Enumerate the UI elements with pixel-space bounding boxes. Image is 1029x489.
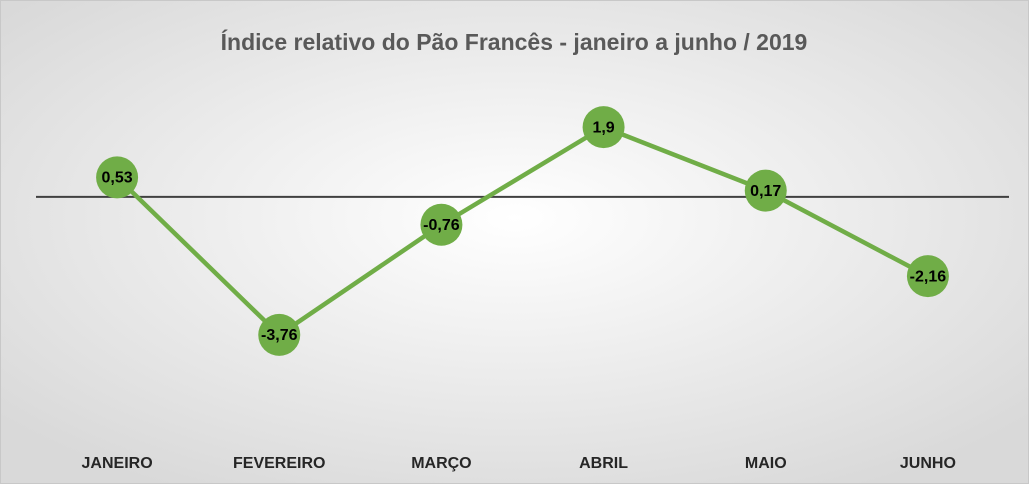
data-point	[420, 203, 463, 246]
chart-title: Índice relativo do Pão Francês - janeiro…	[221, 28, 808, 55]
x-tick-label: ABRIL	[579, 455, 628, 472]
data-point	[258, 313, 301, 356]
x-tick-label: MAIO	[745, 455, 787, 472]
x-tick-label: FEVEREIRO	[233, 455, 325, 472]
series-line	[115, 124, 929, 338]
data-label: 0,53	[102, 170, 133, 187]
x-tick-label: JUNHO	[900, 455, 956, 472]
data-label: 0,17	[750, 183, 781, 200]
x-tick-label: MARÇO	[411, 455, 471, 472]
data-label: 1,9	[592, 119, 614, 136]
data-point	[744, 169, 787, 212]
data-point	[906, 255, 949, 298]
data-label: -3,76	[261, 327, 298, 344]
x-tick-label: JANEIRO	[82, 455, 153, 472]
data-point	[96, 156, 139, 199]
data-label: -2,16	[910, 268, 947, 285]
data-point	[582, 106, 625, 149]
data-label: -0,76	[423, 217, 460, 234]
